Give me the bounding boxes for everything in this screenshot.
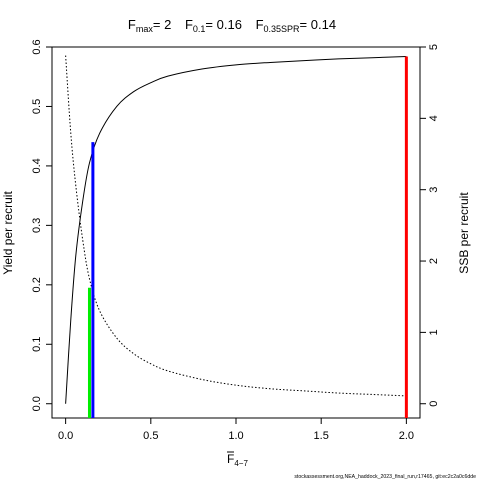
y-left-tick-label: 0.2 [31,277,43,292]
title-fspr-value: = 0.14 [300,17,337,32]
title-fspr-symbol: F [256,17,264,32]
y-right-tick-label: 5 [428,44,440,50]
footer-text: stockassessment.org,NEA_haddock_2023_fin… [294,474,476,480]
y-left-tick-label: 0.4 [31,158,43,173]
y-right-tick-label: 0 [428,401,440,407]
svg-text:F4−7: F4−7 [227,452,248,468]
y-axis-label-right: SSB per recruit [457,192,471,274]
x-axis-label-symbol: F [227,452,234,466]
plot-frame [51,46,421,419]
y-left-tick-label: 0.5 [31,99,43,114]
x-tick-label: 2.0 [399,430,414,442]
y-right-tick-label: 4 [428,115,440,121]
x-tick-label: 1.5 [314,430,329,442]
title-f01-value: = 0.16 [205,17,242,32]
y-axis-label-left: Yield per recruit [1,191,15,275]
title-f01-sub: 0.1 [193,24,206,34]
title-fspr-sub: 0.35SPR [264,24,301,34]
ssb-per-recruit-curve [65,55,407,397]
y-left-tick-label: 0.6 [31,39,43,54]
y-right-tick-label: 3 [428,187,440,193]
x-axis-label-sub: 4−7 [234,459,248,468]
y-left-tick-label: 0.3 [31,218,43,233]
title-fmax-value: = 2 [153,17,171,32]
x-tick-label: 0.5 [143,430,158,442]
x-tick-label: 1.0 [228,430,243,442]
y-left-tick-label: 0.0 [31,396,43,411]
y-left-tick-label: 0.1 [31,337,43,352]
title-fmax-sub: max [136,24,154,34]
yield-per-recruit-curve [65,56,407,404]
title-f01-symbol: F [185,17,193,32]
title-fmax-symbol: F [128,17,136,32]
x-tick-label: 0.0 [58,430,73,442]
chart-title: Fmax= 2 F0.1= 0.16 F0.35SPR= 0.14 [128,17,336,34]
x-axis-label: F4−7 [227,451,248,468]
y-right-tick-label: 1 [428,329,440,335]
y-right-tick-label: 2 [428,258,440,264]
